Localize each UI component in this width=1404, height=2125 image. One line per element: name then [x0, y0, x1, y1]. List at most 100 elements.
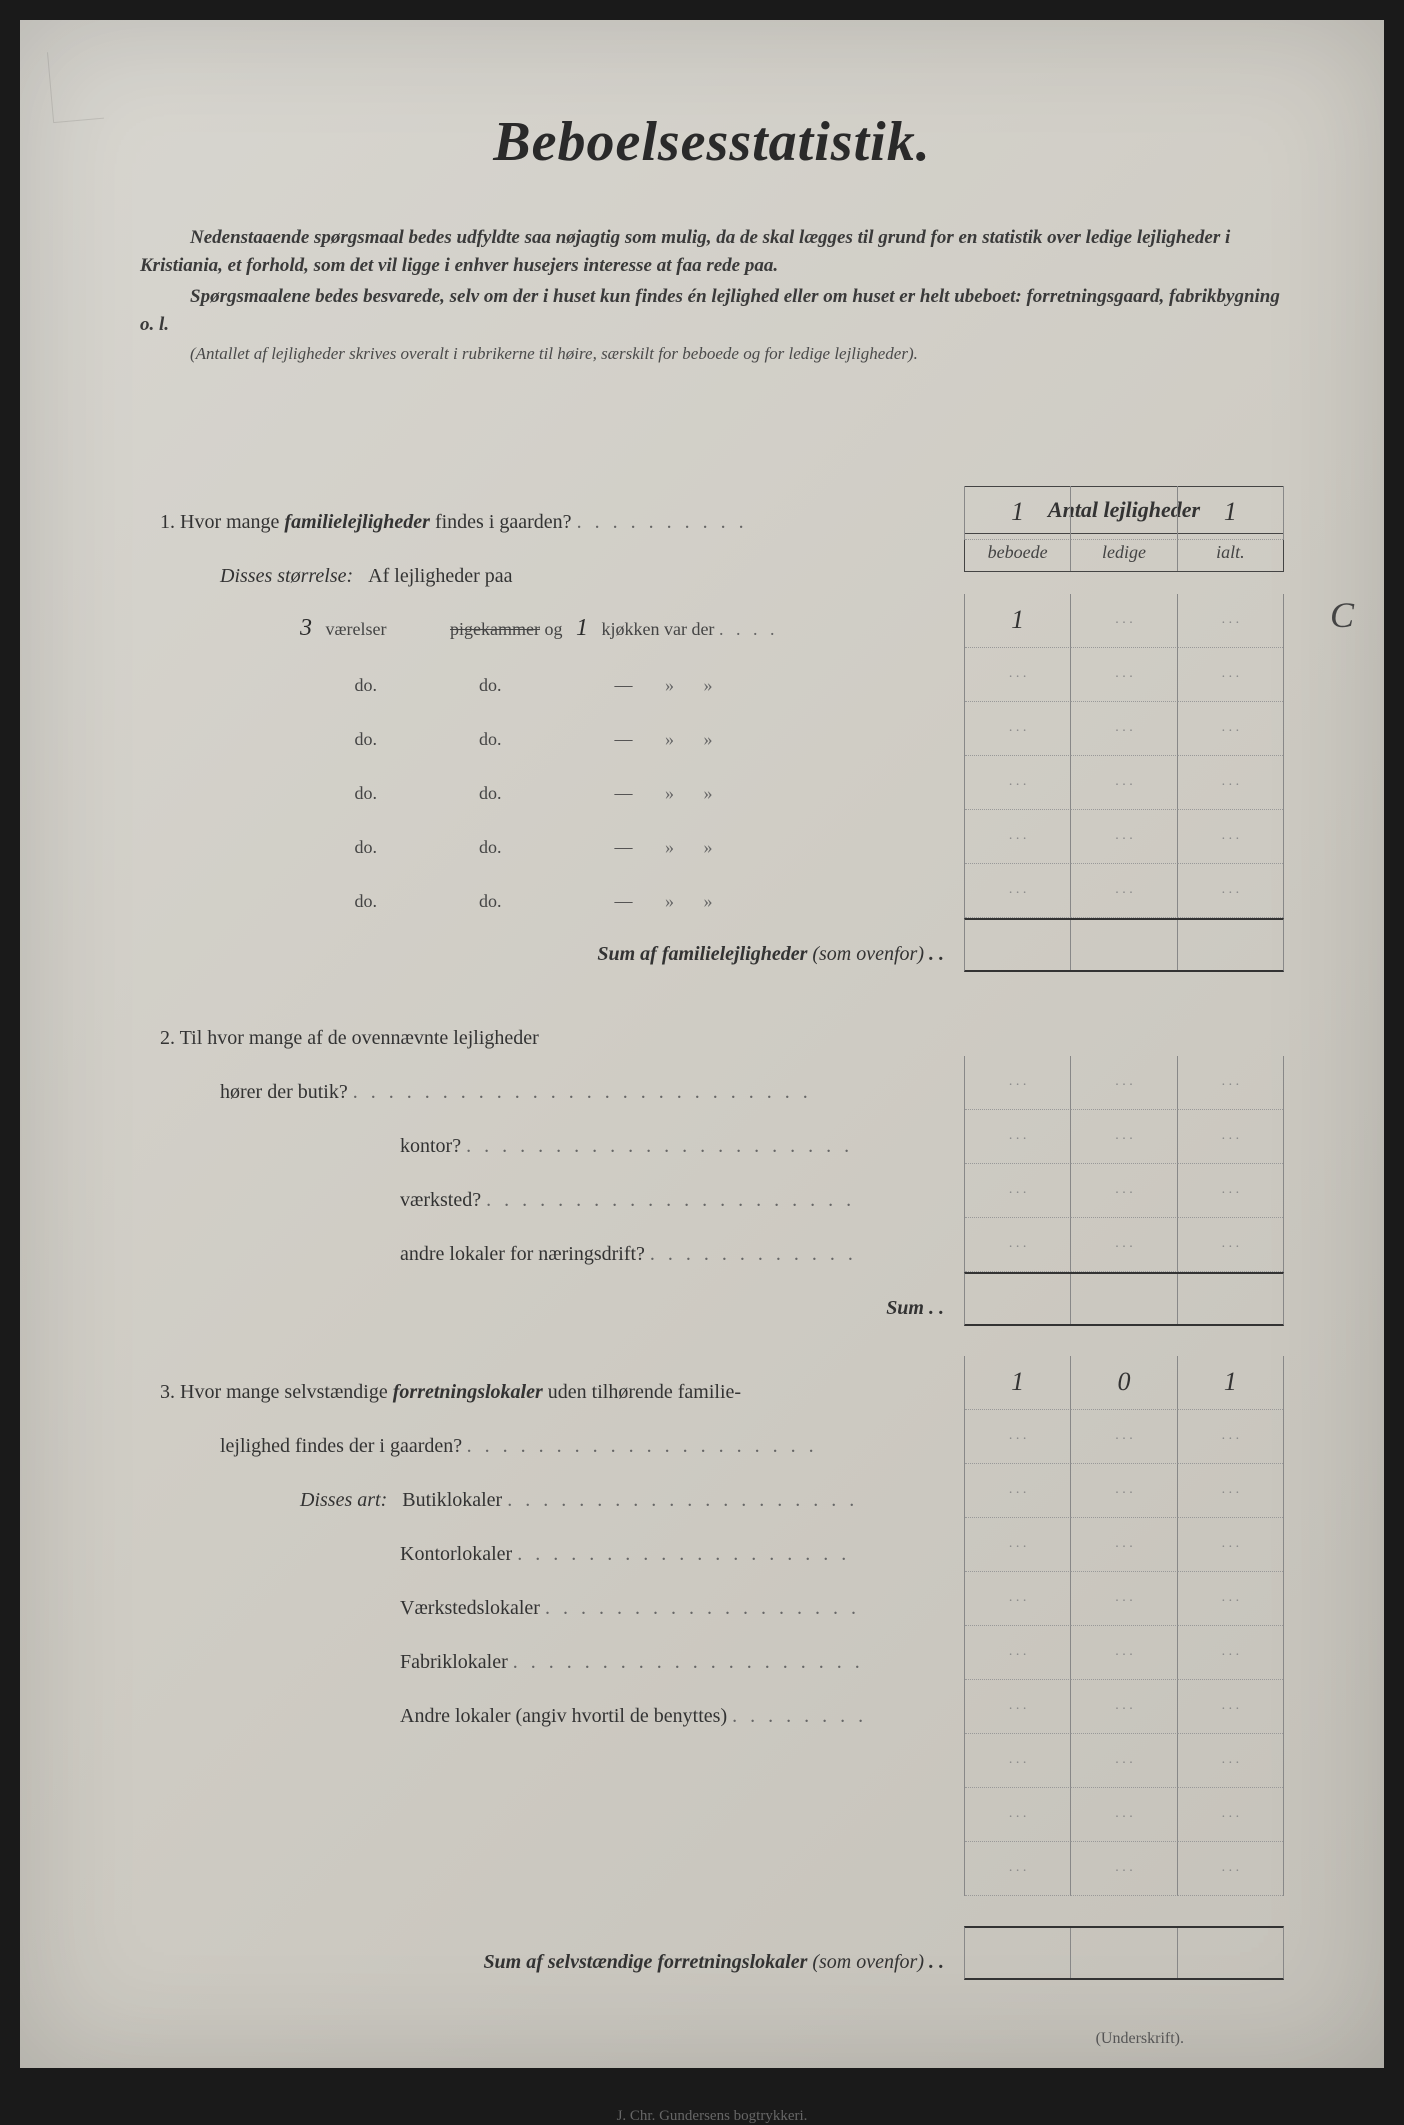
do: do.	[479, 891, 599, 912]
c	[965, 648, 1071, 702]
do: do.	[355, 729, 475, 750]
c	[1178, 594, 1283, 648]
dots: . . . . . . . . . . . . . . . . . . . .	[507, 1489, 858, 1512]
cols	[964, 1464, 1284, 1518]
c	[1071, 1164, 1177, 1218]
q2-t: Til hvor mange af de ovennævnte lejlighe…	[180, 1027, 539, 1049]
cols	[964, 1110, 1284, 1164]
c	[1178, 1110, 1283, 1164]
c: 0	[1071, 1356, 1177, 1410]
q1-num: 1.	[160, 511, 175, 533]
c	[1071, 648, 1177, 702]
cols	[964, 1056, 1284, 1110]
c	[1178, 1842, 1283, 1896]
page-title: Beboelsesstatistik.	[140, 110, 1284, 174]
c	[1178, 1056, 1283, 1110]
t: Sum af selvstændige forretningslokaler	[483, 1951, 807, 1973]
q3-sub: Disses art: Butiklokaler . . . . . . . .…	[140, 1464, 1284, 1518]
c	[1178, 864, 1283, 918]
t: (som ovenfor)	[812, 1951, 924, 1973]
c	[1178, 702, 1283, 756]
t: andre lokaler for næringsdrift?	[400, 1243, 645, 1265]
c	[965, 864, 1071, 918]
q2-sum: Sum . .	[140, 1272, 1284, 1326]
c	[965, 1164, 1071, 1218]
q2-r1-l: hører der butik? . . . . . . . . . . . .…	[140, 1081, 964, 1110]
q1-hw-3: 3	[300, 615, 312, 641]
q1-l1b: pigekammer	[450, 619, 540, 639]
rows-container: 1. Hvor mange familielejligheder findes …	[140, 486, 1284, 1980]
c	[1178, 1626, 1283, 1680]
q3-sum: Sum af selvstændige forretningslokaler (…	[140, 1926, 1284, 1980]
cols	[964, 1626, 1284, 1680]
c	[1178, 1464, 1283, 1518]
c	[965, 1056, 1071, 1110]
dash: —	[604, 729, 644, 750]
q3-r5: Andre lokaler (angiv hvortil de benyttes…	[140, 1680, 1284, 1734]
q1-do-3: do. do. — » »	[140, 756, 1284, 810]
do: do.	[355, 837, 475, 858]
q1-cols: 1 1	[964, 486, 1284, 540]
c	[1178, 810, 1283, 864]
t: Kontorlokaler	[400, 1543, 512, 1565]
q3-sum-l: Sum af selvstændige forretningslokaler (…	[140, 1951, 964, 1980]
c	[1178, 1410, 1283, 1464]
q2-sum-l: Sum . .	[140, 1297, 964, 1326]
cols	[964, 864, 1284, 918]
q3-r3: Værkstedslokaler . . . . . . . . . . . .…	[140, 1572, 1284, 1626]
c	[965, 1110, 1071, 1164]
signature-label: (Underskrift).	[140, 2030, 1284, 2048]
c	[965, 1626, 1071, 1680]
dots: . . . . . . . . . . . . . . . . . . .	[517, 1543, 850, 1566]
q1-sub-label: Disses størrelse: Af lejligheder paa	[140, 565, 964, 594]
c	[1178, 1788, 1283, 1842]
t: uden tilhørende familie-	[543, 1381, 741, 1403]
c	[1071, 702, 1177, 756]
q1-hw-1: 1	[576, 615, 588, 641]
q1-c3: 1	[1178, 486, 1283, 540]
q1-do-2: do. do. — » »	[140, 702, 1284, 756]
do: do.	[355, 891, 475, 912]
c	[1178, 1218, 1283, 1272]
t: værksted?	[400, 1189, 481, 1211]
do-label: do. do. — » »	[140, 675, 964, 702]
c	[965, 1928, 1071, 1978]
dots: . . . . . . . . . . . . . . . . . .	[545, 1597, 860, 1620]
dots: . . . . . . . . . .	[577, 511, 748, 534]
q1-sum: Sum af familielejligheder (som ovenfor) …	[140, 918, 1284, 972]
form-content: Antal lejligheder beboede ledige ialt. 1…	[140, 486, 1284, 2125]
q3-blank3	[140, 1842, 1284, 1896]
c	[1178, 756, 1283, 810]
t: Hvor mange selvstændige	[180, 1381, 393, 1403]
do: do.	[355, 783, 475, 804]
q1-c2	[1071, 486, 1177, 540]
cols	[964, 810, 1284, 864]
q1-do-1: do. do. — » »	[140, 648, 1284, 702]
raquo: » »	[648, 837, 717, 858]
c	[1071, 864, 1177, 918]
q1-sum-t: Sum af familielejligheder	[597, 943, 807, 965]
cols	[964, 1926, 1284, 1980]
q1-l1c: og	[544, 619, 562, 639]
q3-blank2	[140, 1788, 1284, 1842]
c	[1071, 1464, 1177, 1518]
q3-l2: lejlighed findes der i gaarden? . . . . …	[140, 1435, 964, 1464]
q3-row: 3. Hvor mange selvstændige forretningslo…	[140, 1356, 1284, 1410]
c: 1	[965, 594, 1071, 648]
q3-row2: lejlighed findes der i gaarden? . . . . …	[140, 1410, 1284, 1464]
c	[1071, 1788, 1177, 1842]
do: do.	[355, 675, 475, 696]
c	[965, 702, 1071, 756]
c: 1	[965, 1356, 1071, 1410]
c	[1178, 1518, 1283, 1572]
q3-cols: 1 0 1	[964, 1356, 1284, 1410]
c	[965, 1218, 1071, 1272]
dots: . . . .	[719, 619, 779, 640]
l	[140, 1890, 964, 1896]
printer-credit: J. Chr. Gundersens bogtrykkeri.	[140, 2108, 1284, 2125]
cols	[964, 702, 1284, 756]
q1-line1-label: 3 værelser pigekammer og 1 kjøkken var d…	[140, 615, 964, 648]
c	[965, 810, 1071, 864]
q2-r4-l: andre lokaler for næringsdrift? . . . . …	[140, 1243, 964, 1272]
q1-sub2: Af lejligheder paa	[368, 565, 512, 587]
